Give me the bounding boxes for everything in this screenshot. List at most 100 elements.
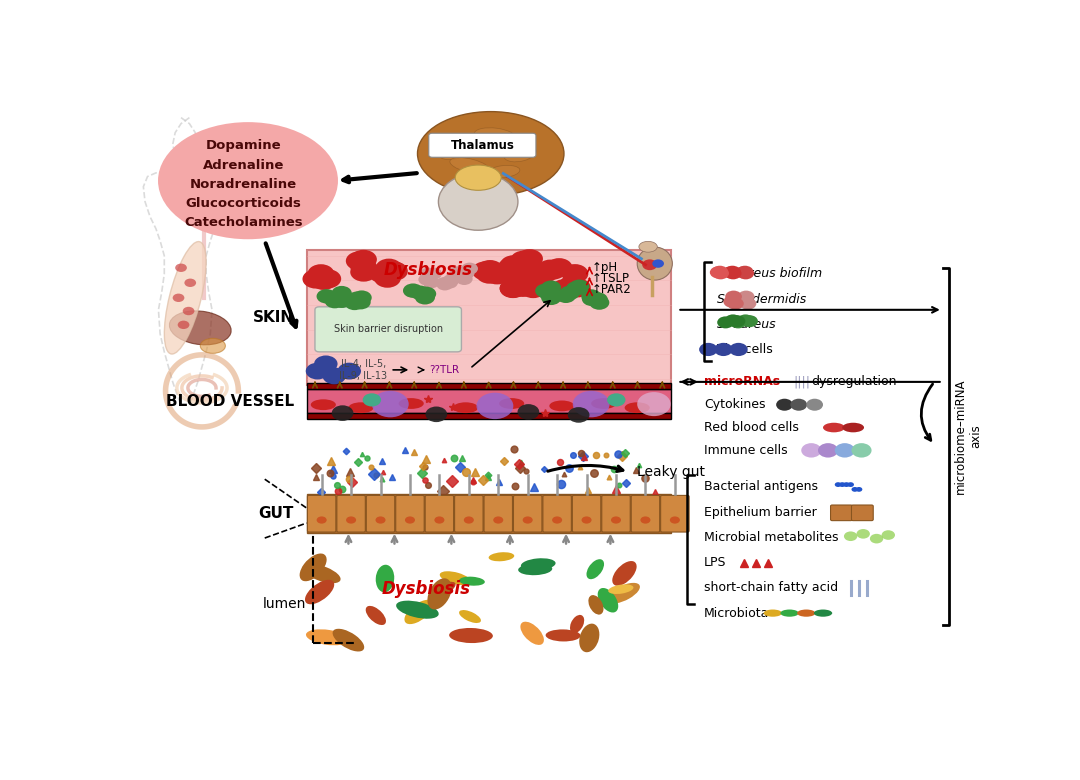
Circle shape [738,268,754,279]
Circle shape [835,443,855,458]
Circle shape [436,278,454,290]
Ellipse shape [474,128,515,144]
Circle shape [566,282,586,296]
Text: Dysbiosis: Dysbiosis [381,580,471,598]
Circle shape [374,268,401,288]
Circle shape [302,269,329,289]
Circle shape [178,321,189,329]
Text: ↑PAR2: ↑PAR2 [592,283,632,296]
Circle shape [183,307,194,315]
Circle shape [843,531,858,541]
Circle shape [332,286,352,300]
Text: Cytokines: Cytokines [704,399,766,411]
Circle shape [434,516,444,523]
Text: microRNAs: microRNAs [704,375,780,388]
FancyBboxPatch shape [307,383,671,389]
Circle shape [458,268,474,279]
Circle shape [725,268,742,279]
Text: S. aureus biofilm: S. aureus biofilm [717,268,822,280]
Circle shape [559,285,580,300]
Circle shape [536,284,555,298]
Ellipse shape [488,552,514,562]
Ellipse shape [518,563,552,575]
Circle shape [418,274,435,285]
Circle shape [537,260,564,278]
Circle shape [500,255,527,275]
Ellipse shape [311,399,336,410]
Ellipse shape [545,629,581,641]
Circle shape [376,259,402,278]
Text: short-chain fatty acid: short-chain fatty acid [704,581,838,594]
Circle shape [729,343,747,356]
Ellipse shape [455,165,501,190]
Ellipse shape [521,558,555,571]
Ellipse shape [453,402,478,413]
Text: Catecholamines: Catecholamines [185,216,303,229]
Circle shape [724,266,741,278]
Ellipse shape [158,122,338,239]
Circle shape [735,267,752,278]
Ellipse shape [404,600,433,624]
Circle shape [725,291,742,303]
Text: SKIN: SKIN [253,310,294,324]
Text: Dopamine: Dopamine [206,140,282,152]
Ellipse shape [450,158,489,174]
Ellipse shape [823,423,845,432]
Ellipse shape [570,615,584,633]
Ellipse shape [797,609,815,617]
Circle shape [441,277,458,289]
Circle shape [332,293,352,308]
Ellipse shape [550,400,575,411]
Circle shape [346,251,373,271]
Circle shape [741,315,758,327]
Circle shape [472,261,499,281]
Circle shape [519,279,546,298]
Ellipse shape [305,580,334,604]
Circle shape [839,482,846,487]
Circle shape [510,278,536,297]
FancyBboxPatch shape [572,495,600,532]
Circle shape [791,399,807,411]
Ellipse shape [504,146,536,161]
Circle shape [556,289,576,303]
Circle shape [363,393,381,406]
Circle shape [869,534,883,544]
Circle shape [541,291,562,305]
Text: S. epidermidis: S. epidermidis [717,292,806,306]
Circle shape [712,268,729,279]
Circle shape [735,296,753,307]
Circle shape [346,516,356,523]
FancyBboxPatch shape [851,505,874,520]
Circle shape [807,399,823,411]
Circle shape [378,262,405,282]
Ellipse shape [589,595,604,615]
Circle shape [730,317,746,328]
Circle shape [352,290,372,305]
Circle shape [562,264,589,283]
FancyBboxPatch shape [308,495,336,532]
Text: Thalamus: Thalamus [450,139,514,152]
Circle shape [818,443,838,458]
Circle shape [436,277,453,289]
Circle shape [422,276,440,289]
Ellipse shape [333,629,364,651]
Circle shape [310,271,337,290]
FancyBboxPatch shape [429,133,536,158]
Circle shape [737,266,754,278]
Ellipse shape [499,398,524,409]
Circle shape [372,391,408,417]
Circle shape [539,261,566,280]
Circle shape [531,264,558,282]
Ellipse shape [200,339,226,353]
Circle shape [516,249,543,268]
Circle shape [590,296,609,310]
Text: dysregulation: dysregulation [811,375,896,388]
Circle shape [511,271,538,290]
FancyBboxPatch shape [426,495,454,532]
Text: Adrenaline: Adrenaline [203,158,284,172]
Circle shape [517,404,539,420]
Circle shape [323,367,346,385]
Circle shape [777,399,793,411]
Ellipse shape [428,578,451,609]
Text: Leaky gut: Leaky gut [637,465,705,479]
